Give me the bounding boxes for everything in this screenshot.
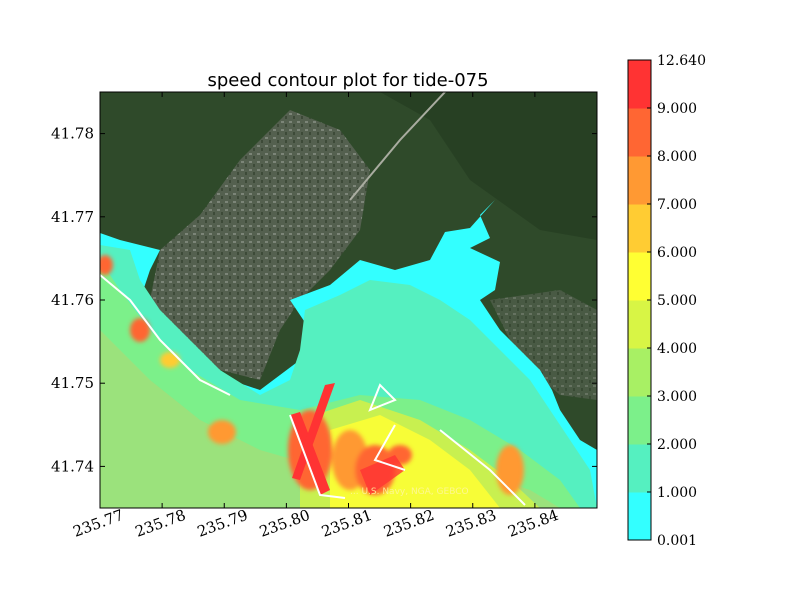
colorbar-tick-label: 0.001 [657, 533, 697, 549]
colorbar-segment [628, 108, 651, 157]
colorbar: 0.001 1.000 2.000 3.000 4.000 5.000 6.000 7.000… [627, 53, 706, 549]
contour-flat-lightgreen [100, 330, 560, 508]
y-tick-label: 41.78 [51, 125, 94, 143]
x-tick-label: 235.79 [195, 506, 250, 541]
colorbar-segment [628, 252, 651, 301]
y-tick-label: 41.75 [51, 374, 94, 392]
x-tick-label: 235.78 [133, 506, 188, 541]
colorbar-tick-label: 3.000 [657, 389, 697, 405]
colorbar-segment [628, 492, 651, 541]
y-tick-label: 41.74 [51, 457, 94, 475]
colorbar-segment [628, 300, 651, 349]
basemap-highway [349, 92, 446, 201]
colorbar-tick-label: 6.000 [657, 245, 697, 261]
y-tick-label: 41.77 [51, 208, 94, 226]
colorbar-tick-label: 7.000 [657, 197, 697, 213]
x-tick-label: 235.80 [257, 506, 312, 541]
colorbar-tick-label: 8.000 [657, 149, 697, 165]
x-tick-label: 235.81 [319, 506, 374, 541]
colorbar-segment [628, 60, 651, 109]
map-attribution: ... U.S. Navy, NGA, GEBCO [350, 487, 469, 497]
colorbar-tick-label: 12.640 [657, 53, 706, 69]
colorbar-tick-label: 2.000 [657, 437, 697, 453]
plot-area: ... U.S. Navy, NGA, GEBCO [100, 92, 597, 508]
colorbar-segment [628, 396, 651, 445]
x-tick-label: 235.84 [505, 506, 560, 541]
y-tick-label: 41.76 [51, 291, 94, 309]
colorbar-segment [628, 204, 651, 253]
colorbar-tick-label: 9.000 [657, 101, 697, 117]
x-tick-label: 235.77 [71, 506, 126, 541]
y-axis-ticks: 41.74 41.75 41.76 41.77 41.78 [51, 125, 597, 475]
basemap-urban-east [490, 290, 597, 400]
colorbar-tick-label: 5.000 [657, 293, 697, 309]
peak-speed-cores [290, 383, 405, 495]
chart-title: speed contour plot for tide-075 [207, 70, 488, 91]
x-tick-label: 235.83 [443, 506, 498, 541]
structure-lines [100, 274, 526, 506]
x-tick-label: 235.82 [381, 506, 436, 541]
colorbar-segment [628, 444, 651, 493]
colorbar-tick-label: 4.000 [657, 341, 697, 357]
colorbar-tick-label: 1.000 [657, 485, 697, 501]
colorbar-segment [628, 348, 651, 397]
colorbar-segment [628, 156, 651, 205]
basemap-urban-area [150, 110, 370, 380]
basemap-forest-dark [100, 92, 597, 240]
